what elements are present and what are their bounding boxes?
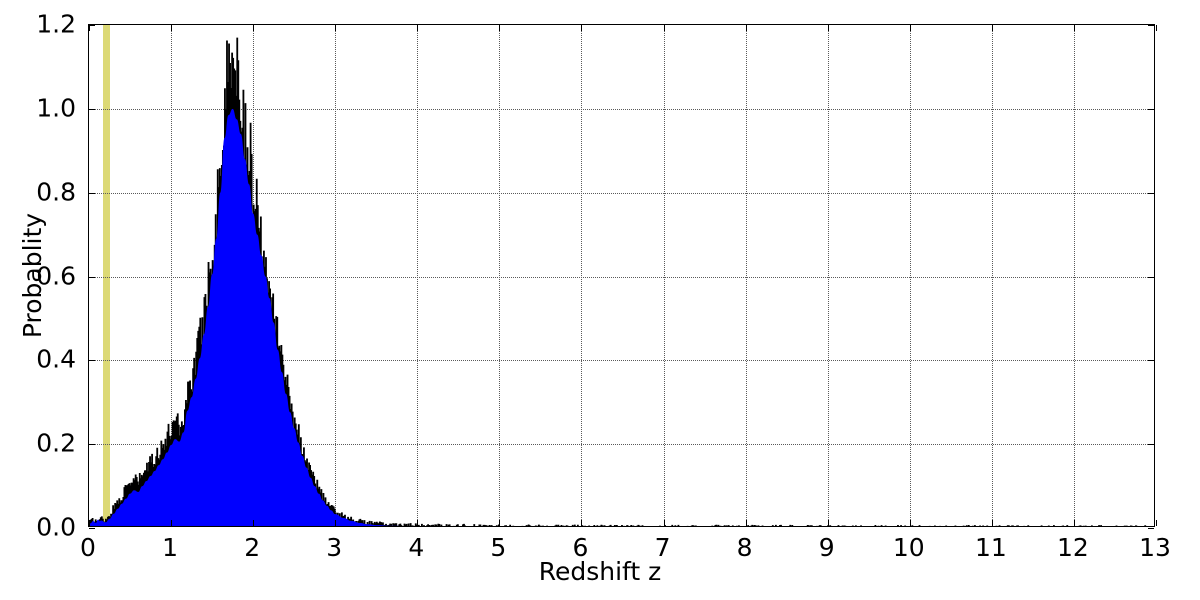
x-tick-mark [827,520,829,526]
x-tick-mark [663,520,665,526]
x-tick-mark [991,520,993,526]
x-tick-label: 10 [892,533,925,562]
y-tick-mark [1148,360,1154,362]
x-tick-mark [171,25,173,31]
gridline-vertical [663,25,665,526]
y-tick-mark [1148,528,1154,529]
gridline-vertical [1073,25,1075,526]
grid-layer [89,25,1154,526]
x-tick-label: 3 [326,533,343,562]
x-tick-mark [745,520,747,526]
x-tick-mark [335,520,337,526]
gridline-vertical [581,25,583,526]
plot-axes [88,24,1157,529]
x-tick-mark [827,25,829,31]
gridline-vertical [827,25,829,526]
gridline-vertical [991,25,993,526]
y-tick-label: 0.4 [36,344,76,374]
series-svg [89,37,1147,526]
x-tick-mark [663,25,665,31]
x-tick-mark [499,25,501,31]
y-tick-mark [89,25,95,26]
x-tick-label: 1 [162,533,179,562]
y-tick-mark [1148,192,1154,194]
x-tick-label: 4 [408,533,425,562]
series-pdf-filled [89,108,399,526]
y-tick-label: 0.2 [36,428,76,458]
gridline-horizontal [89,276,1154,278]
x-tick-mark [499,520,501,526]
y-tick-mark [1148,444,1154,446]
y-tick-mark [89,444,95,446]
x-tick-mark [1073,520,1075,526]
x-tick-mark [253,25,255,31]
y-tick-mark [89,108,95,110]
x-tick-mark [89,520,90,526]
x-tick-mark [417,25,419,31]
gridline-horizontal [89,360,1154,362]
x-tick-label: 9 [818,533,835,562]
x-tick-label: 7 [654,533,671,562]
y-tick-mark [89,528,95,529]
x-tick-mark [89,25,90,31]
gridline-vertical [417,25,419,526]
gridline-horizontal [89,108,1154,110]
x-tick-label: 5 [490,533,507,562]
y-tick-mark [89,360,95,362]
plot-area [89,25,1154,526]
gridline-vertical [745,25,747,526]
redshift-highlight-band [102,25,110,526]
x-tick-mark [1156,520,1157,526]
x-tick-label: 13 [1139,533,1171,562]
gridline-vertical [909,25,911,526]
highlight-band-layer [89,25,1154,526]
y-tick-label: 0.0 [36,512,76,542]
x-tick-mark [171,520,173,526]
gridline-vertical [335,25,337,526]
x-axis-label: Redshift z [538,557,662,586]
y-tick-label: 0.6 [36,261,76,290]
x-tick-mark [335,25,337,31]
y-tick-mark [89,276,95,278]
y-tick-label: 1.2 [36,9,76,39]
x-tick-label: 0 [80,533,96,562]
x-tick-label: 11 [974,533,1007,562]
y-tick-mark [1148,276,1154,278]
x-tick-mark [1156,25,1157,31]
x-tick-mark [253,520,255,526]
gridline-vertical [499,25,501,526]
gridline-vertical [171,25,173,526]
x-tick-mark [581,25,583,31]
y-axis-label: Probablity [18,212,47,339]
gridline-horizontal [89,192,1154,194]
y-tick-label: 0.8 [36,177,76,207]
x-tick-label: 6 [572,533,589,562]
x-tick-mark [909,520,911,526]
y-tick-mark [1148,108,1154,110]
data-series-layer [89,25,1154,526]
y-tick-mark [1148,25,1154,26]
x-tick-label: 2 [244,533,261,562]
x-tick-mark [909,25,911,31]
x-tick-mark [991,25,993,31]
x-tick-mark [745,25,747,31]
gridline-horizontal [89,444,1154,446]
x-tick-label: 12 [1057,533,1089,562]
x-tick-mark [417,520,419,526]
x-tick-label: 8 [736,533,753,562]
x-tick-mark [1073,25,1075,31]
series-low-z-spike [90,519,108,526]
x-tick-mark [581,520,583,526]
y-tick-mark [89,192,95,194]
y-tick-label: 1.0 [36,93,76,123]
